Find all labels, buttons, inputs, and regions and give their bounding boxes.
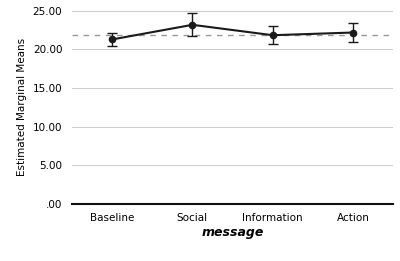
Y-axis label: Estimated Marginal Means: Estimated Marginal Means <box>17 38 27 176</box>
X-axis label: message: message <box>201 226 264 239</box>
